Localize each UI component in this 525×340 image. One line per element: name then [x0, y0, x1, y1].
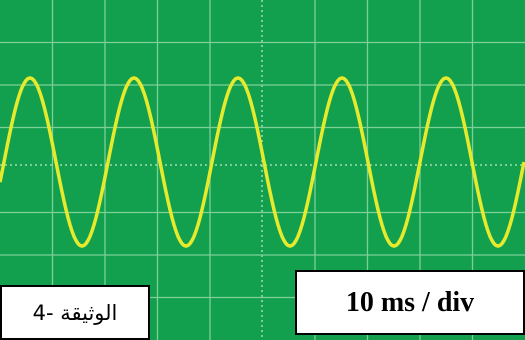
page: 10 ms / div الوثيقة -4 (() => { const da…: [0, 0, 525, 340]
time-base-label: 10 ms / div: [295, 270, 525, 335]
document-label: الوثيقة -4: [0, 285, 150, 340]
